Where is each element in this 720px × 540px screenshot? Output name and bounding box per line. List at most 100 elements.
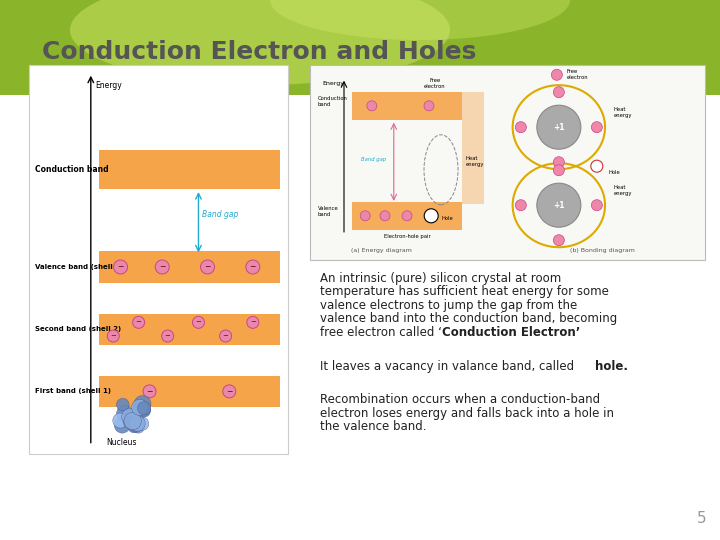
Text: Conduction Electron’: Conduction Electron’ [442, 326, 580, 339]
Circle shape [554, 235, 564, 246]
Circle shape [130, 416, 145, 431]
Circle shape [132, 316, 145, 328]
Text: Energy: Energy [322, 81, 344, 86]
Text: valence electrons to jump the gap from the: valence electrons to jump the gap from t… [320, 299, 577, 312]
Circle shape [124, 413, 136, 426]
Text: +1: +1 [553, 201, 564, 210]
Bar [352, 92, 462, 120]
Ellipse shape [70, 0, 450, 85]
Text: Conduction band: Conduction band [35, 165, 109, 174]
Bar [29, 65, 288, 454]
Circle shape [114, 417, 130, 433]
Circle shape [247, 316, 258, 328]
Text: −: − [165, 333, 171, 339]
Text: (a) Energy diagram: (a) Energy diagram [351, 248, 412, 253]
Text: Band gap: Band gap [361, 157, 386, 163]
Ellipse shape [270, 0, 570, 40]
Circle shape [162, 330, 174, 342]
Text: valence band into the conduction band, becoming: valence band into the conduction band, b… [320, 312, 617, 325]
Circle shape [516, 122, 526, 133]
Circle shape [131, 421, 142, 432]
Circle shape [137, 403, 150, 417]
Text: It leaves a vacancy in valance band, called: It leaves a vacancy in valance band, cal… [320, 360, 578, 373]
Text: (b) Bonding diagram: (b) Bonding diagram [570, 248, 635, 253]
Text: Energy: Energy [95, 81, 122, 90]
Circle shape [134, 395, 151, 413]
Text: −: − [250, 319, 256, 325]
Circle shape [591, 122, 603, 133]
Text: −: − [146, 387, 153, 396]
Circle shape [113, 413, 128, 428]
Circle shape [424, 101, 434, 111]
Text: Conduction
band: Conduction band [318, 97, 348, 107]
Circle shape [537, 183, 581, 227]
Text: free electron called ‘: free electron called ‘ [320, 326, 442, 339]
Circle shape [132, 399, 148, 415]
Text: −: − [110, 333, 116, 339]
Text: electron loses energy and falls back into a hole in: electron loses energy and falls back int… [320, 407, 614, 420]
Circle shape [192, 316, 204, 328]
Text: Hole: Hole [441, 217, 453, 221]
Circle shape [516, 200, 526, 211]
Text: Hole: Hole [609, 170, 621, 175]
Circle shape [380, 211, 390, 221]
Text: Conduction Electron and Holes: Conduction Electron and Holes [42, 40, 477, 64]
Text: −: − [136, 319, 142, 325]
Circle shape [552, 69, 562, 80]
Circle shape [424, 209, 438, 223]
Text: −: − [222, 333, 228, 339]
Circle shape [156, 260, 169, 274]
Text: Electron-hole pair: Electron-hole pair [384, 234, 431, 239]
Text: Second band (shell 2): Second band (shell 2) [35, 326, 121, 332]
Text: Band gap: Band gap [202, 210, 238, 219]
Text: 5: 5 [696, 511, 706, 526]
Bar [0, 0, 720, 95]
Bar [99, 314, 280, 345]
Text: Heat
energy: Heat energy [614, 185, 632, 196]
Circle shape [114, 260, 127, 274]
Bar [99, 150, 280, 189]
Circle shape [554, 157, 564, 168]
Text: +1: +1 [553, 123, 564, 132]
Circle shape [131, 406, 141, 416]
Circle shape [117, 405, 133, 422]
Circle shape [591, 160, 603, 172]
Text: An intrinsic (pure) silicon crystal at room: An intrinsic (pure) silicon crystal at r… [320, 272, 562, 285]
Circle shape [222, 385, 235, 398]
Bar [99, 252, 280, 282]
Circle shape [135, 417, 149, 430]
Circle shape [591, 200, 603, 211]
Text: hole.: hole. [595, 360, 628, 373]
Text: −: − [226, 387, 233, 396]
Bar [99, 376, 280, 407]
Text: Free
electron: Free electron [567, 70, 588, 80]
Circle shape [246, 260, 260, 274]
Text: −: − [196, 319, 202, 325]
Text: the valence band.: the valence band. [320, 420, 426, 433]
Text: temperature has sufficient heat energy for some: temperature has sufficient heat energy f… [320, 285, 609, 298]
Circle shape [122, 408, 138, 425]
Circle shape [537, 105, 581, 149]
Text: −: − [204, 262, 211, 272]
Circle shape [554, 87, 564, 98]
Circle shape [360, 211, 370, 221]
Text: −: − [159, 262, 166, 272]
Text: Heat
energy: Heat energy [466, 157, 485, 167]
Circle shape [132, 421, 145, 433]
Circle shape [124, 416, 135, 429]
Text: Recombination occurs when a conduction-band: Recombination occurs when a conduction-b… [320, 393, 600, 406]
Bar [462, 92, 484, 204]
Text: Heat
energy: Heat energy [614, 107, 632, 118]
Text: −: − [250, 262, 256, 272]
Circle shape [138, 402, 150, 415]
Circle shape [117, 399, 129, 411]
Text: Valence band (shell 3): Valence band (shell 3) [35, 264, 123, 270]
Text: Free
electron: Free electron [424, 78, 446, 89]
Circle shape [107, 330, 120, 342]
Circle shape [200, 260, 215, 274]
Circle shape [128, 421, 140, 433]
Text: First band (shell 1): First band (shell 1) [35, 388, 111, 394]
Circle shape [366, 101, 377, 111]
Bar [310, 65, 705, 260]
Circle shape [124, 413, 141, 430]
